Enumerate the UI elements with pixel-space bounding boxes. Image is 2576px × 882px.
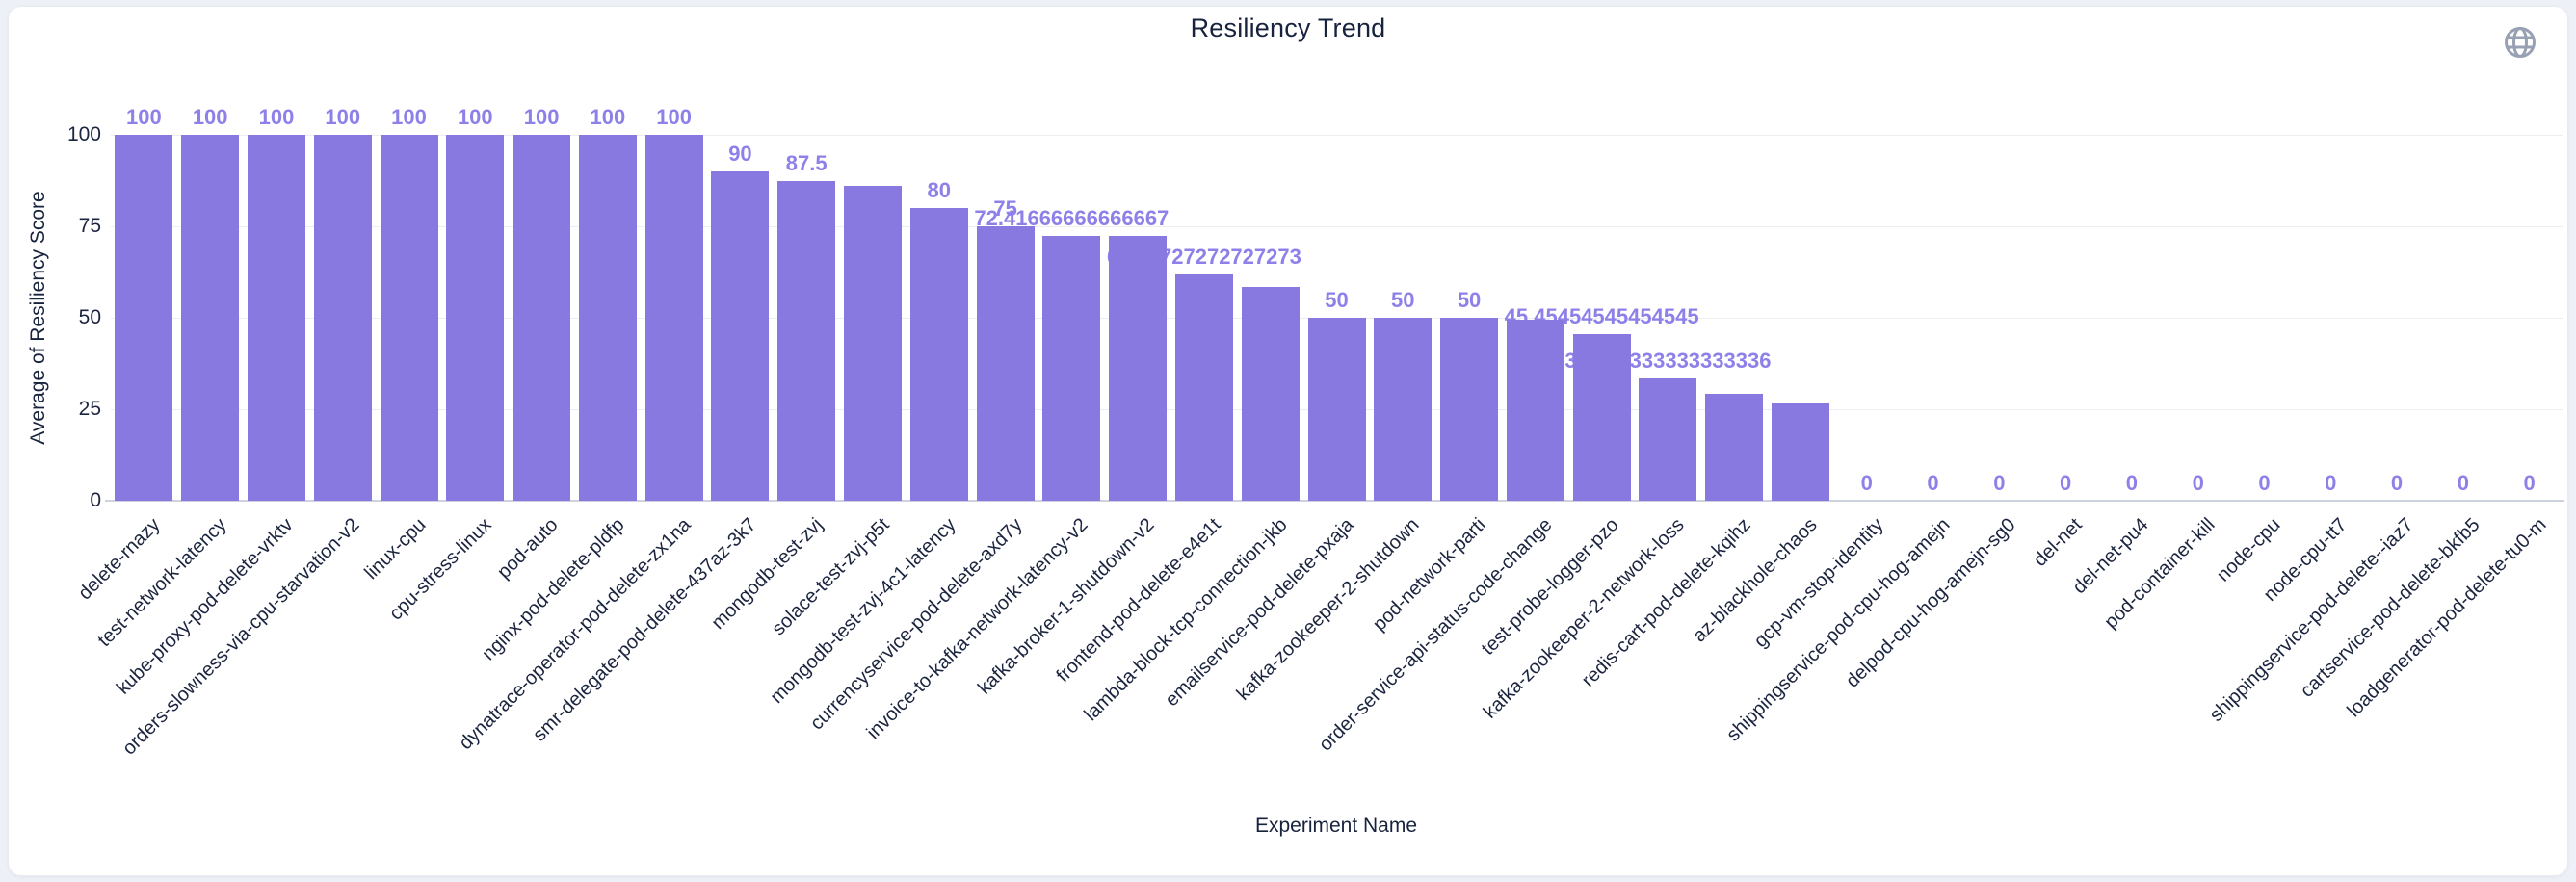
y-axis-tick-label: 75 [78, 215, 101, 237]
bar[interactable] [1506, 319, 1564, 501]
bar-value-label: 87.5 [785, 150, 828, 175]
bar-value-label: 100 [523, 105, 560, 129]
bar-value-label: 61.72727272727273 [1106, 245, 1301, 270]
bar[interactable] [909, 208, 968, 501]
bar-value-label: 45.45454545454545 [1504, 304, 1699, 329]
bar[interactable] [644, 135, 703, 501]
bar-value-label: 0 [2457, 471, 2469, 495]
y-axis-tick-label: 100 [66, 123, 101, 145]
bar-value-label: 100 [656, 105, 693, 129]
globe-icon[interactable] [2503, 25, 2537, 60]
bar-value-label: 100 [126, 105, 162, 129]
bar[interactable] [1307, 318, 1366, 501]
y-axis-tick-label: 50 [78, 306, 101, 328]
y-axis-tick-label: 0 [90, 489, 101, 511]
bar[interactable] [976, 226, 1035, 501]
bar-value-label: 50 [1325, 288, 1349, 312]
bar[interactable] [1572, 334, 1631, 501]
bar[interactable] [1241, 287, 1300, 501]
bar-value-label: 50 [1391, 288, 1415, 312]
bar-value-label: 50 [1457, 288, 1482, 312]
bar-value-label: 100 [457, 105, 493, 129]
bar-value-label: 33.333333333333336 [1564, 349, 1772, 374]
bar[interactable] [711, 171, 770, 501]
bar[interactable] [844, 185, 902, 501]
bar[interactable] [578, 135, 637, 501]
bar-value-label: 80 [927, 178, 952, 202]
bar-value-label: 0 [2390, 471, 2404, 495]
bar-value-label: 100 [258, 105, 295, 129]
gridline [111, 226, 2563, 227]
bar[interactable] [1174, 274, 1233, 501]
bar-value-label: 0 [2059, 471, 2072, 495]
bar-value-label: 100 [325, 105, 361, 129]
bar-value-label: 90 [728, 142, 752, 166]
bar[interactable] [777, 180, 836, 501]
bar[interactable] [1374, 318, 1433, 501]
bar-value-label: 72.41666666666667 [974, 205, 1170, 230]
bar-value-label: 75 [993, 196, 1017, 220]
bar[interactable] [513, 135, 571, 501]
bar-value-label: 100 [391, 105, 427, 129]
bar-value-label: 100 [192, 105, 228, 129]
bar-value-label: 0 [1860, 471, 1873, 495]
chart-title: Resiliency Trend [1190, 13, 1386, 42]
x-axis-title: Experiment Name [1254, 815, 1418, 837]
bar-value-label: 0 [2125, 471, 2139, 495]
bar[interactable] [1109, 236, 1168, 501]
y-axis-tick-label: 25 [78, 398, 101, 420]
bar-value-label: 0 [2192, 471, 2204, 495]
bar[interactable] [181, 135, 240, 501]
bar-value-label: 0 [2258, 471, 2271, 495]
bar-value-label: 0 [2325, 471, 2337, 495]
bar[interactable] [1042, 235, 1101, 501]
bar-value-label: 100 [590, 105, 626, 129]
bar[interactable] [313, 135, 372, 501]
bar-value-label: 0 [2523, 471, 2536, 495]
bar[interactable] [1771, 402, 1829, 501]
bar-value-label: 0 [1993, 471, 2006, 495]
x-axis-line [105, 500, 2564, 502]
gridline [111, 135, 2563, 136]
bar[interactable] [446, 135, 505, 501]
bar[interactable] [115, 135, 173, 501]
bar[interactable] [380, 135, 438, 501]
bar[interactable] [1639, 378, 1697, 501]
bar[interactable] [1705, 394, 1764, 501]
bar[interactable] [247, 135, 305, 501]
bar[interactable] [1440, 318, 1499, 501]
bar-value-label: 0 [1927, 471, 1939, 495]
